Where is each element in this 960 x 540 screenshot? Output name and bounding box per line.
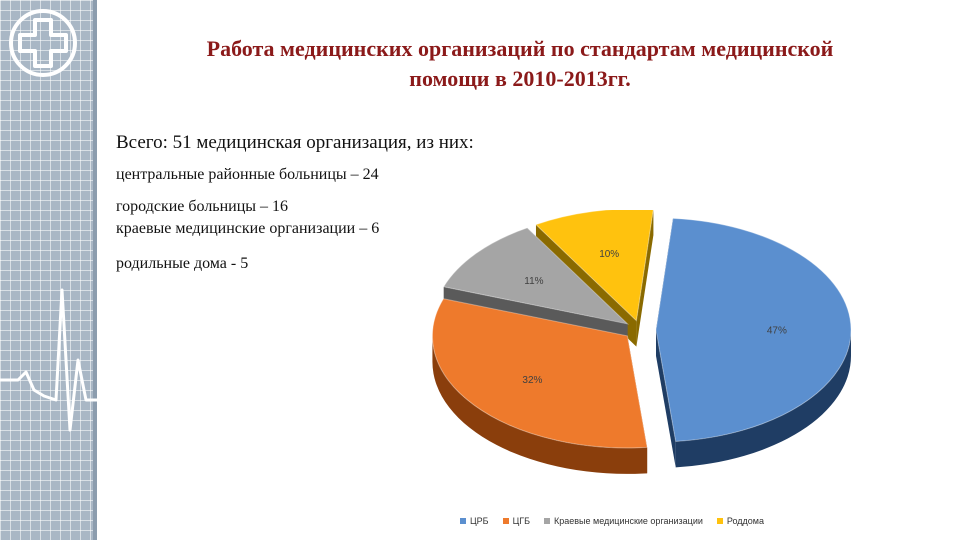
data-label-1: 32% (522, 375, 542, 386)
data-label-2: 11% (524, 276, 543, 287)
data-labels: 47% 32% 11% 10% (522, 249, 787, 386)
legend-label-2: Краевые медицинские организации (554, 516, 703, 526)
total-organizations-text: Всего: 51 медицинская организация, из ни… (116, 132, 474, 153)
regional-organizations-count-text: краевые медицинские организации – 6 (116, 220, 380, 237)
heartbeat-line-icon (0, 288, 97, 432)
pie-slice-1 (431, 298, 648, 449)
crb-count-text: центральные районные больницы – 24 (116, 166, 379, 183)
legend-label-3: Роддома (726, 516, 764, 526)
slice-wall-1-0 (432, 335, 648, 474)
maternity-homes-count-text: родильные дома - 5 (116, 255, 249, 272)
medical-cross-logo-icon (9, 9, 77, 77)
chart-legend: ЦРБ ЦГБ Краевые медицинские организации Род… (460, 513, 860, 529)
legend-swatch-0 (460, 518, 466, 524)
legend-item-1: ЦГБ (502, 513, 531, 529)
legend-swatch-2 (544, 518, 551, 524)
legend-item-0: ЦРБ (460, 513, 489, 529)
pie-slice-2 (442, 227, 630, 325)
decorative-side-panel (0, 0, 97, 540)
pie-chart: 47% 32% 11% 10% (431, 210, 852, 474)
data-label-3: 10% (599, 249, 619, 260)
city-hospitals-count-text: городские больницы – 16 (116, 198, 289, 215)
legend-item-2: Краевые медицинские организации (544, 513, 703, 529)
legend-label-1: ЦГБ (512, 516, 531, 526)
title-line-2: помощи в 2010-2013гг. (409, 66, 631, 91)
legend-swatch-1 (502, 518, 509, 524)
pie-slice-0 (655, 217, 852, 442)
title-line-1: Работа медицинских организаций по станда… (206, 36, 834, 61)
data-label-0: 47% (767, 325, 787, 336)
legend-label-0: ЦРБ (470, 516, 489, 526)
pie-slice-3 (535, 210, 654, 322)
panel-edge (93, 0, 97, 540)
page-title: Работа медицинских организаций по станда… (110, 34, 930, 94)
slice-edge-3-1 (636, 210, 654, 347)
slice-tops (431, 210, 852, 449)
slice-edge-0-1 (655, 329, 676, 468)
legend-swatch-3 (716, 518, 723, 524)
legend-item-3: Роддома (716, 513, 764, 529)
slice-wall-0-0 (675, 329, 851, 468)
grid-pattern (0, 0, 97, 540)
